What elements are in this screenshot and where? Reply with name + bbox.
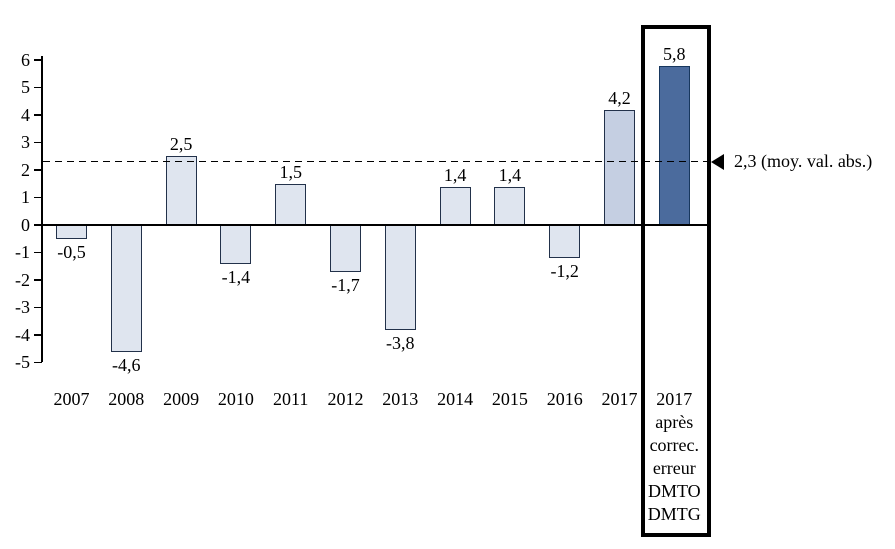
x-tick-label-2007: 2007 [53,389,90,409]
bar-2008 [110,225,142,352]
value-label-2009: 2,5 [169,134,193,155]
x-tick-label-2014: 2014 [437,389,474,409]
x-tick-label-2012: 2012 [327,389,364,409]
y-tick-label-4: 4 [21,104,30,125]
x-tick-label-2017-apres-correc-erreur-dmto-dmtg-line4: DMTO [647,481,701,501]
y-tick-mark--4 [34,334,42,336]
x-tick-label-2017-apres-correc-erreur-dmto-dmtg-line5: DMTG [647,504,701,524]
y-tick-mark-1 [34,196,42,199]
bar-2010 [220,225,252,264]
y-tick-label-2: 2 [21,159,30,180]
x-tick-label-2016: 2016 [546,389,583,409]
bar-2015 [494,186,526,225]
bar-2009 [165,156,197,225]
y-tick-label-0: 0 [21,214,30,235]
y-tick-label--3: -3 [15,297,30,317]
value-label-2015: 1,4 [498,164,522,185]
bar-2017-apres-correc-erreur-dmto-dmtg [658,65,690,225]
y-tick-mark--1 [34,251,42,254]
value-label-2016: -1,2 [550,261,579,281]
value-label-2011: 1,5 [279,161,302,182]
x-tick-label-2017-apres-correc-erreur-dmto-dmtg: 2017 [656,389,693,409]
reference-line [43,161,710,163]
x-axis-line [42,224,710,226]
x-tick-label-2017-apres-correc-erreur-dmto-dmtg-line3: erreur [652,458,696,478]
x-tick-label-2017: 2017 [601,389,638,409]
value-label-2010: -1,4 [221,266,251,287]
y-tick-label--1: -1 [15,242,30,262]
bar-2011 [275,183,307,225]
value-label-2007: -0,5 [57,241,86,262]
y-tick-label-3: 3 [21,132,30,152]
x-tick-label-2011: 2011 [273,389,309,409]
y-tick-label--4: -4 [15,324,30,345]
y-tick-mark-6 [34,59,42,61]
value-label-2012: -1,7 [331,274,360,295]
reference-line-label: 2,3 (moy. val. abs.) [734,151,873,171]
x-tick-label-2010: 2010 [217,389,254,409]
y-tick-mark--2 [34,279,42,281]
y-tick-mark-5 [34,86,42,89]
reference-arrow-icon [711,153,724,170]
y-axis-line [41,56,43,362]
value-label-2008: -4,6 [112,354,141,375]
y-tick-label--5: -5 [15,352,30,372]
bar-2007 [56,225,87,239]
bar-2014 [439,186,471,225]
bar-2017 [604,109,635,225]
y-tick-mark-2 [34,169,42,171]
y-tick-mark--3 [34,306,42,309]
y-tick-label--2: -2 [15,269,30,290]
x-tick-label-2013: 2013 [382,389,419,409]
x-tick-label-2017-apres-correc-erreur-dmto-dmtg-line1: après [655,412,694,432]
y-tick-label-5: 5 [21,77,30,97]
x-tick-label-2017-apres-correc-erreur-dmto-dmtg-line2: correc. [649,435,700,455]
highlight-box [641,25,711,537]
bar-2013 [384,225,416,330]
bar-2012 [330,225,361,272]
bar-2016 [549,225,581,258]
y-tick-mark-3 [34,141,42,144]
value-label-2017-apres-correc-erreur-dmto-dmtg: 5,8 [663,43,686,64]
y-tick-label-6: 6 [21,49,30,70]
y-tick-label-1: 1 [21,187,30,207]
x-tick-label-2015: 2015 [491,389,528,409]
y-tick-mark-0 [34,224,42,226]
y-tick-mark-4 [34,114,42,116]
x-tick-label-2009: 2009 [163,389,200,409]
x-tick-label-2008: 2008 [108,389,145,409]
y-tick-mark--5 [34,361,42,364]
value-label-2013: -3,8 [386,332,415,353]
value-label-2014: 1,4 [443,164,467,185]
value-label-2017: 4,2 [608,87,631,108]
